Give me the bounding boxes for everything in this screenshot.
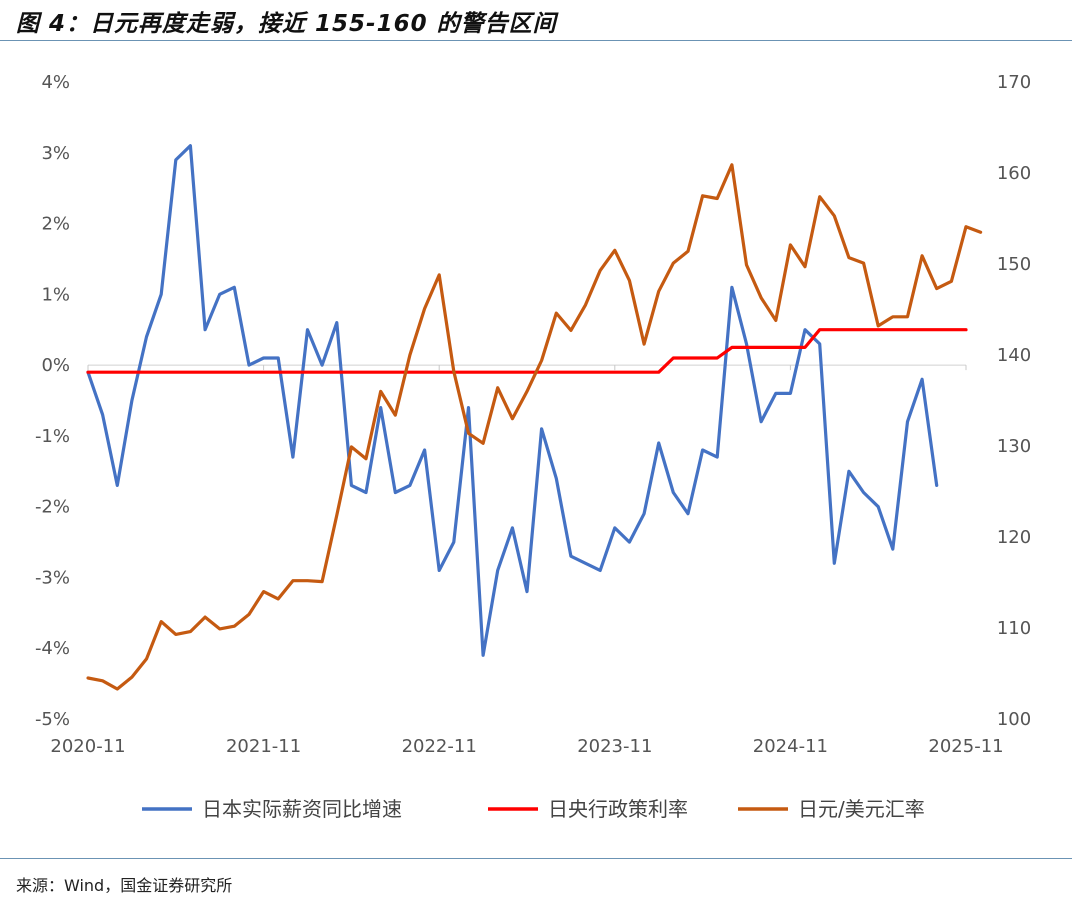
y-left-tick-label: -1% [35, 426, 70, 447]
source-note: 来源：Wind，国金证券研究所 [16, 876, 233, 895]
y-left-tick-label: -3% [35, 567, 70, 588]
y-left-tick-label: 3% [41, 143, 70, 164]
x-tick-label: 2020-11 [50, 736, 125, 757]
legend-label: 日央行政策利率 [548, 797, 688, 821]
y-left-tick-label: 1% [41, 284, 70, 305]
axes-layer: 4% 3% 2% 1% 0% -1% -2% -3% -4% -5% 170 160 150 140 130… [35, 72, 1031, 757]
series-line-1 [86, 144, 939, 657]
x-tick-label: 2022-11 [402, 736, 477, 757]
series-line-2 [86, 328, 968, 374]
y-right-tick-label: 130 [997, 436, 1031, 457]
chart-title: 图 4：日元再度走弱，接近 155-160 的警告区间 [16, 11, 557, 37]
y-right-tick-label: 110 [997, 618, 1031, 639]
legend: 日本实际薪资同比增速 日央行政策利率 日元/美元汇率 [142, 797, 925, 821]
y-right-tick-label: 160 [997, 163, 1031, 184]
y-right-tick-label: 170 [997, 72, 1031, 93]
bottom-rule [0, 858, 1072, 859]
x-tick-label: 2021-11 [226, 736, 301, 757]
line-chart: 4% 3% 2% 1% 0% -1% -2% -3% -4% -5% 170 160 150 140 130… [35, 72, 1031, 821]
series-line-3 [86, 163, 983, 691]
y-left-tick-label: 0% [41, 355, 70, 376]
y-left-tick-label: 2% [41, 214, 70, 235]
y-right-tick-label: 120 [997, 527, 1031, 548]
y-right-tick-label: 140 [997, 345, 1031, 366]
series-layer [86, 144, 983, 691]
x-tick-label: 2025-11 [928, 736, 1003, 757]
legend-label: 日元/美元汇率 [798, 797, 925, 821]
y-left-tick-label: -5% [35, 709, 70, 730]
x-tick-label: 2023-11 [577, 736, 652, 757]
y-right-tick-label: 100 [997, 709, 1031, 730]
y-left-tick-label: -4% [35, 638, 70, 659]
y-left-tick-label: 4% [41, 72, 70, 93]
y-right-tick-label: 150 [997, 254, 1031, 275]
y-left-tick-label: -2% [35, 497, 70, 518]
top-rule [0, 40, 1072, 41]
legend-label: 日本实际薪资同比增速 [202, 797, 402, 821]
x-tick-label: 2024-11 [753, 736, 828, 757]
